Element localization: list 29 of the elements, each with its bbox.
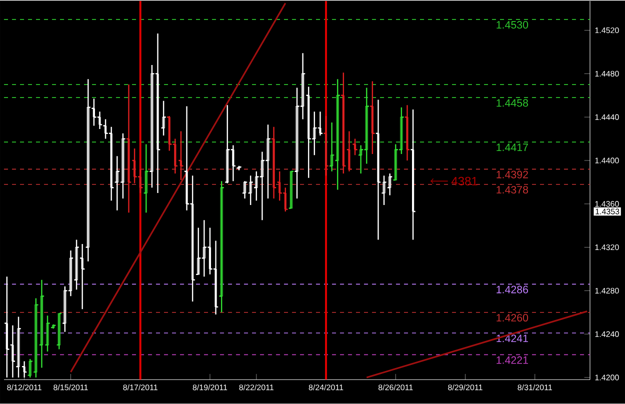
ref-line-label: 1.4530	[496, 21, 528, 29]
ref-line-label: 1.4286	[496, 286, 528, 294]
x-tick-label: 8/26/2011	[378, 384, 413, 390]
y-tick-label: 1.4480	[595, 71, 619, 77]
x-tick-label: 8/15/2011	[54, 384, 88, 390]
x-tick-label: 8/19/2011	[192, 384, 228, 390]
x-tick-label: 8/12/2011	[7, 384, 42, 390]
x-tick-label: 8/22/2011	[239, 384, 274, 390]
x-tick-label: 8/24/2011	[308, 384, 344, 390]
text: 1.4353	[596, 208, 620, 214]
y-tick-label: 1.4360	[595, 201, 619, 207]
y-tick-label: 1.4320	[595, 244, 619, 250]
y-tick-label: 1.4440	[595, 114, 619, 120]
y-tick-label: 1.4200	[595, 374, 619, 380]
y-tick-label: 1.4240	[595, 331, 619, 338]
ref-line-label: 1.4458	[496, 99, 528, 107]
ref-line-label: 1.4260	[496, 314, 528, 322]
x-tick-label: 8/31/2011	[518, 384, 552, 390]
ref-line-label: 1.4392	[496, 170, 528, 178]
ref-line-label: 1.4221	[496, 356, 528, 364]
annotation: 4381	[451, 177, 478, 186]
y-tick-label: 1.4520	[595, 28, 619, 34]
ref-line-label: 1.4417	[496, 144, 528, 152]
y-tick-label: 1.4280	[595, 288, 619, 294]
y-tick-label: 1.4400	[595, 158, 619, 164]
ref-line-label: 1.4241	[496, 334, 528, 342]
ref-line-label: 1.4378	[496, 186, 528, 194]
x-tick-label: 8/29/2011	[448, 384, 482, 390]
x-tick-label: 8/17/2011	[123, 384, 158, 390]
